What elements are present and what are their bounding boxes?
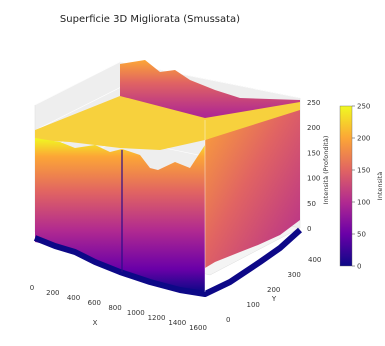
x-tick-label: 400 — [67, 294, 80, 302]
colorbar-bar — [339, 105, 353, 267]
y-tick-label: 200 — [267, 286, 280, 294]
x-tick-label: 1000 — [127, 309, 145, 317]
z-axis-ticks: 0 50 100 150 200 250 — [307, 99, 320, 233]
colorbar-tick-label: 50 — [357, 230, 366, 238]
colorbar-tick-label: 150 — [357, 166, 370, 174]
z-tick-label: 250 — [307, 99, 320, 107]
surface-base-edge — [33, 227, 303, 297]
x-tick-label: 1600 — [189, 324, 207, 332]
colorbar: 0 50 100 150 200 250 Intensità — [339, 102, 384, 270]
y-tick-label: 0 — [226, 316, 230, 324]
z-tick-label: 50 — [307, 200, 316, 208]
surface-top-plateau — [35, 96, 300, 150]
x-tick-label: 1400 — [168, 319, 186, 327]
y-axis-ticks: 0 100 200 300 400 — [226, 256, 321, 324]
x-tick-label: 600 — [88, 299, 101, 307]
colorbar-tick-label: 200 — [357, 134, 370, 142]
colorbar-tick-label: 250 — [357, 102, 370, 110]
y-tick-label: 100 — [247, 301, 260, 309]
x-tick-label: 1200 — [148, 314, 166, 322]
colorbar-label: Intensità — [376, 172, 384, 200]
x-axis-letter: X — [93, 319, 98, 327]
colorbar-tick-label: 0 — [357, 262, 361, 270]
surface — [33, 60, 303, 297]
z-tick-label: 0 — [307, 225, 311, 233]
colorbar-ticks: 0 50 100 150 200 250 — [352, 102, 370, 270]
colorbar-tick-label: 100 — [357, 198, 370, 206]
x-tick-label: 200 — [46, 289, 59, 297]
y-tick-label: 300 — [288, 271, 301, 279]
z-tick-label: 200 — [307, 124, 320, 132]
x-tick-label: 800 — [108, 304, 121, 312]
y-tick-label: 400 — [308, 256, 321, 264]
x-tick-label: 0 — [30, 284, 34, 292]
grid-line — [34, 61, 301, 106]
z-tick-label: 150 — [307, 149, 320, 157]
y-axis-letter: Y — [271, 295, 277, 303]
z-axis-label: Intensità (Profondità) — [322, 136, 330, 205]
chart-title: Superficie 3D Migliorata (Smussata) — [60, 14, 240, 25]
z-tick-label: 100 — [307, 175, 320, 183]
surface-right-wall — [205, 105, 300, 268]
